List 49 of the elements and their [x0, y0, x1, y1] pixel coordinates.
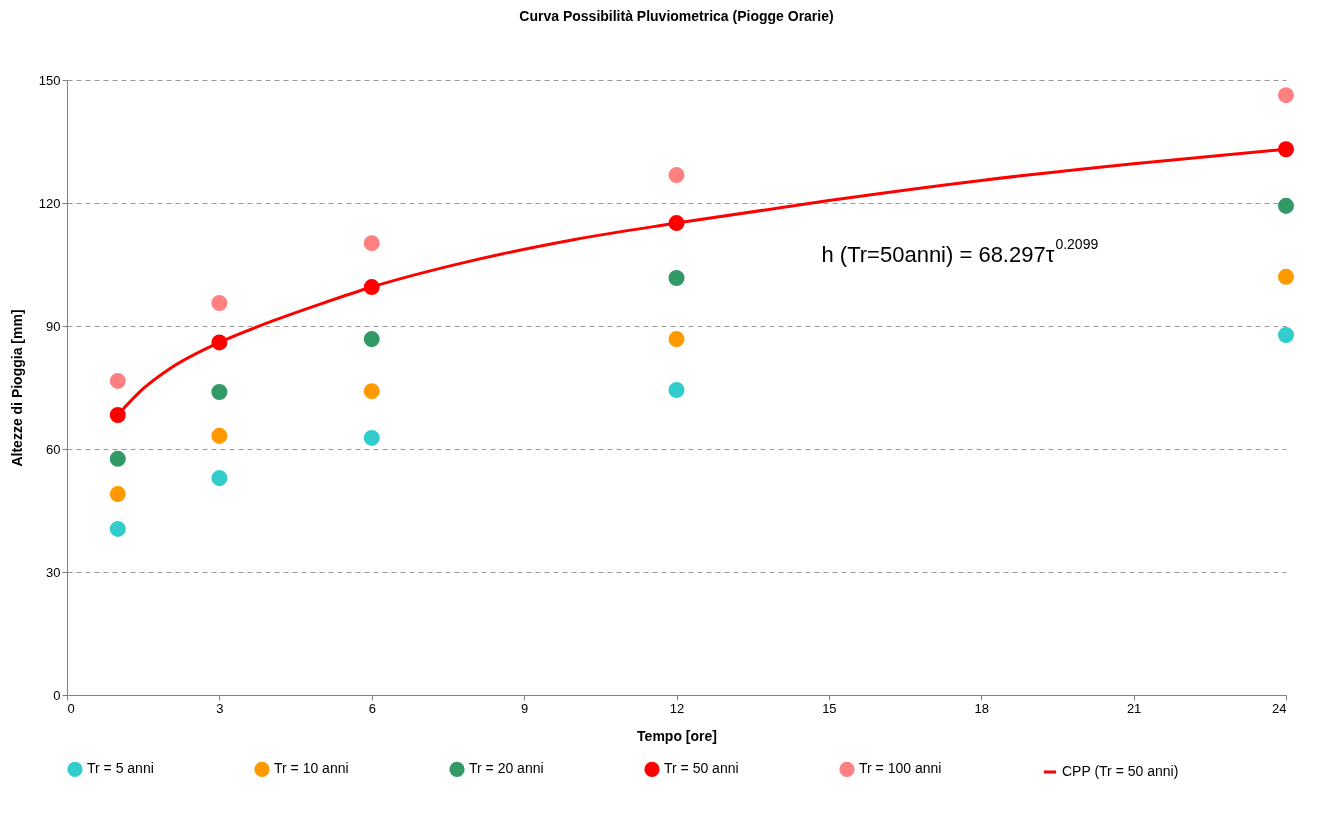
point: [1277, 141, 1295, 158]
point: [668, 331, 685, 348]
point: [363, 331, 380, 348]
point: [363, 383, 380, 400]
x-tick-label: 12: [669, 700, 685, 716]
y-tick-label: 150: [38, 72, 61, 88]
y-tick-label: 30: [46, 564, 61, 580]
x-tick-label: 9: [521, 700, 529, 716]
x-tick-label: 24: [1272, 700, 1287, 716]
point: [211, 334, 228, 351]
y-tick-label: 0: [53, 687, 61, 703]
point: [211, 295, 228, 312]
point: [109, 372, 126, 389]
point: [668, 381, 685, 398]
y-axis-title: Altezze di Pioggia [mm]: [8, 309, 25, 467]
legend-label: Tr = 20 anni: [469, 760, 544, 777]
point: [109, 406, 126, 423]
point: [109, 520, 126, 537]
x-tick-label: 21: [1126, 700, 1142, 716]
point: [363, 429, 380, 446]
y-tick-label: 90: [46, 318, 61, 334]
point: [668, 215, 685, 232]
x-tick-label: 3: [216, 700, 224, 716]
point: [211, 384, 228, 401]
point: [363, 279, 380, 296]
x-tick-label: 18: [974, 700, 989, 716]
point: [1277, 87, 1295, 104]
point: [363, 235, 380, 252]
legend-label: Tr = 100 anni: [859, 760, 942, 777]
point: [668, 167, 685, 184]
legend-label: Tr = 5 anni: [87, 760, 154, 777]
point: [1277, 268, 1295, 285]
point: [211, 470, 228, 487]
point: [668, 270, 685, 287]
legend-label: Tr = 10 anni: [274, 760, 349, 777]
point: [109, 486, 126, 503]
legend-label: CPP (Tr = 50 anni): [1062, 763, 1179, 779]
x-axis-title: Tempo [ore]: [637, 727, 717, 744]
chart-title: Curva Possibilità Pluviometrica (Piogge Orarie): [519, 8, 834, 24]
point: [109, 450, 126, 467]
x-tick-label: 15: [822, 700, 837, 716]
x-tick-label: 6: [368, 700, 376, 716]
point: [211, 427, 228, 444]
legend-label: Tr = 50 anni: [664, 760, 739, 777]
y-tick-label: 120: [38, 195, 61, 211]
point: [1277, 327, 1295, 344]
y-tick-label: 60: [46, 441, 61, 457]
x-tick-label: 0: [67, 700, 75, 716]
point: [1277, 197, 1295, 214]
